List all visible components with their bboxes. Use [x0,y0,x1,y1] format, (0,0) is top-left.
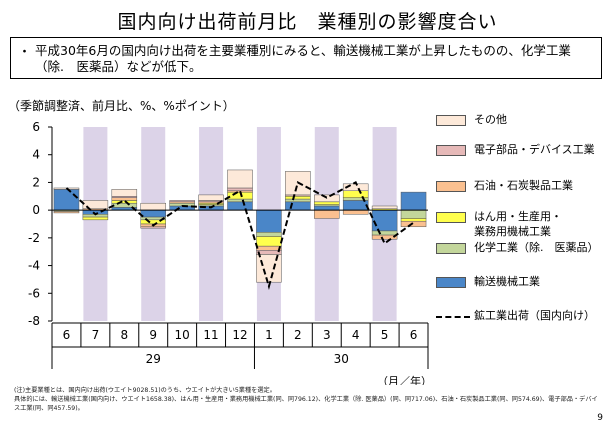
x-tick-label: 11 [203,328,218,342]
bar-segment-electronic [227,187,253,191]
legend-label: はん用・生産用・ 業務用機械工業 [474,210,562,238]
bar-segment-transport [400,191,427,211]
bar-segment-chemical [227,198,253,203]
bar-segment-transport [314,205,340,211]
bar-segment-transport [140,209,166,218]
y-tick-label: -2 [28,231,40,245]
x-tick-label: 1 [265,328,273,342]
legend-item: はん用・生産用・ 業務用機械工業 [436,208,614,238]
bullet-icon: ・ [18,45,32,60]
bar-segment-petroleum [111,197,138,201]
x-tick-label: 8 [120,328,128,342]
y-tick-label: 2 [32,175,40,189]
bar-segment-other [227,169,253,189]
legend-item: その他 [436,111,614,141]
legend-item: 鉱工業出荷（国内向け） [436,307,614,337]
x-tick-label: 3 [323,328,331,342]
bar-segment-machinery [82,216,109,221]
shade-band [83,127,108,321]
bar-segment-machinery [111,200,138,204]
legend-item: 電子部品・デバイス工業 [436,141,614,171]
page-number: 9 [597,413,603,423]
bar-segment-transport [256,209,282,233]
year-label: 29 [146,352,161,366]
bar-segment-machinery [342,190,369,198]
bar-segment-electronic [256,250,282,255]
bar-segment-other [140,202,166,211]
legend-label: その他 [474,113,507,126]
bar-segment-chemical [371,230,398,236]
y-tick-label: -6 [28,286,40,300]
bar-segment-machinery [314,201,340,205]
legend-item: 輸送機械工業 [436,273,614,303]
bar-segment-chemical [400,209,427,219]
x-tick-label: 9 [149,328,157,342]
legend-label: 石油・石炭製品工業 [474,179,573,192]
bar-segment-petroleum [371,234,398,240]
legend-swatch [436,277,466,288]
year-label: 30 [334,352,349,366]
bar-segment-transport [371,209,398,232]
x-tick-label: 5 [381,328,389,342]
legend-item: 化学工業（除. 医薬品） [436,239,614,269]
legend-label: 化学工業（除. 医薬品） [474,241,599,254]
shade-band [314,127,339,321]
bar-segment-chemical [256,232,282,237]
x-tick-label: 4 [352,328,360,342]
bar-segment-petroleum [342,209,369,215]
bar-segment-machinery [285,196,311,200]
shipments-line [65,180,415,290]
footnote-line-1: (注)主要業種とは、国内向け出荷(ウエイト9028.51)のうち、ウエイトが大き… [14,387,276,394]
y-tick-label: -8 [28,314,40,328]
bar-segment-machinery [256,236,282,247]
y-tick-label: -4 [28,259,40,273]
footnote-line-2: 具体的には、輸送機械工業(国内向け、ウエイト1658.38)、はん用・生産用・業… [14,396,598,412]
summary-box: ・ 平成30年6月の国内向け出荷を主要業種別にみると、輸送機械工業が上昇したもの… [10,37,602,79]
bar-segment-petroleum [314,209,340,219]
bar-segment-electronic [169,200,195,203]
x-tick-label: 12 [232,328,247,342]
unit-note: （季節調整済、前月比、%、%ポイント） [8,99,235,113]
bar-segment-transport [227,201,253,211]
bar-segment-chemical [285,198,311,203]
footnote: (注)主要業種とは、国内向け出荷(ウエイト9028.51)のうち、ウエイトが大き… [14,386,599,413]
bar-segment-machinery [400,218,427,222]
bar-segment-transport [53,189,80,211]
y-tick-label: 6 [32,120,40,134]
shade-band [199,127,224,321]
bar-segment-other [371,205,398,210]
legend-line-swatch [436,316,470,318]
legend-swatch [436,181,466,192]
bar-segment-other [111,189,138,197]
legend-label: 鉱工業出荷（国内向け） [474,309,595,322]
x-tick-label: 10 [175,328,190,342]
bar-segment-petroleum [256,245,282,251]
legend-item: 石油・石炭製品工業 [436,177,614,207]
x-tick-label: 2 [294,328,302,342]
bar-segment-petroleum [53,211,80,214]
legend-swatch [436,115,466,126]
legend-swatch [436,212,466,223]
x-tick-label: 7 [92,328,100,342]
y-tick-label: 4 [32,148,40,162]
bar-segment-transport [285,201,311,211]
y-tick-label: 0 [32,203,40,217]
x-axis-unit: （月／年） [377,374,432,385]
bar-segment-transport [342,200,369,211]
page-title: 国内向け出荷前月比 業種別の影響度合い [117,11,498,33]
legend-label: 輸送機械工業 [474,275,540,288]
x-tick-label: 6 [410,328,418,342]
bar-segment-other [198,194,224,201]
bar-segment-petroleum [400,220,427,228]
bar-segment-electronic [140,226,166,229]
x-tick-label: 6 [63,328,71,342]
bar-segment-other [82,200,109,210]
legend-swatch [436,145,466,156]
summary-text: 平成30年6月の国内向け出荷を主要業種別にみると、輸送機械工業が上昇したものの、… [35,43,571,74]
legend-swatch [436,243,466,254]
legend-label: 電子部品・デバイス工業 [474,143,595,156]
